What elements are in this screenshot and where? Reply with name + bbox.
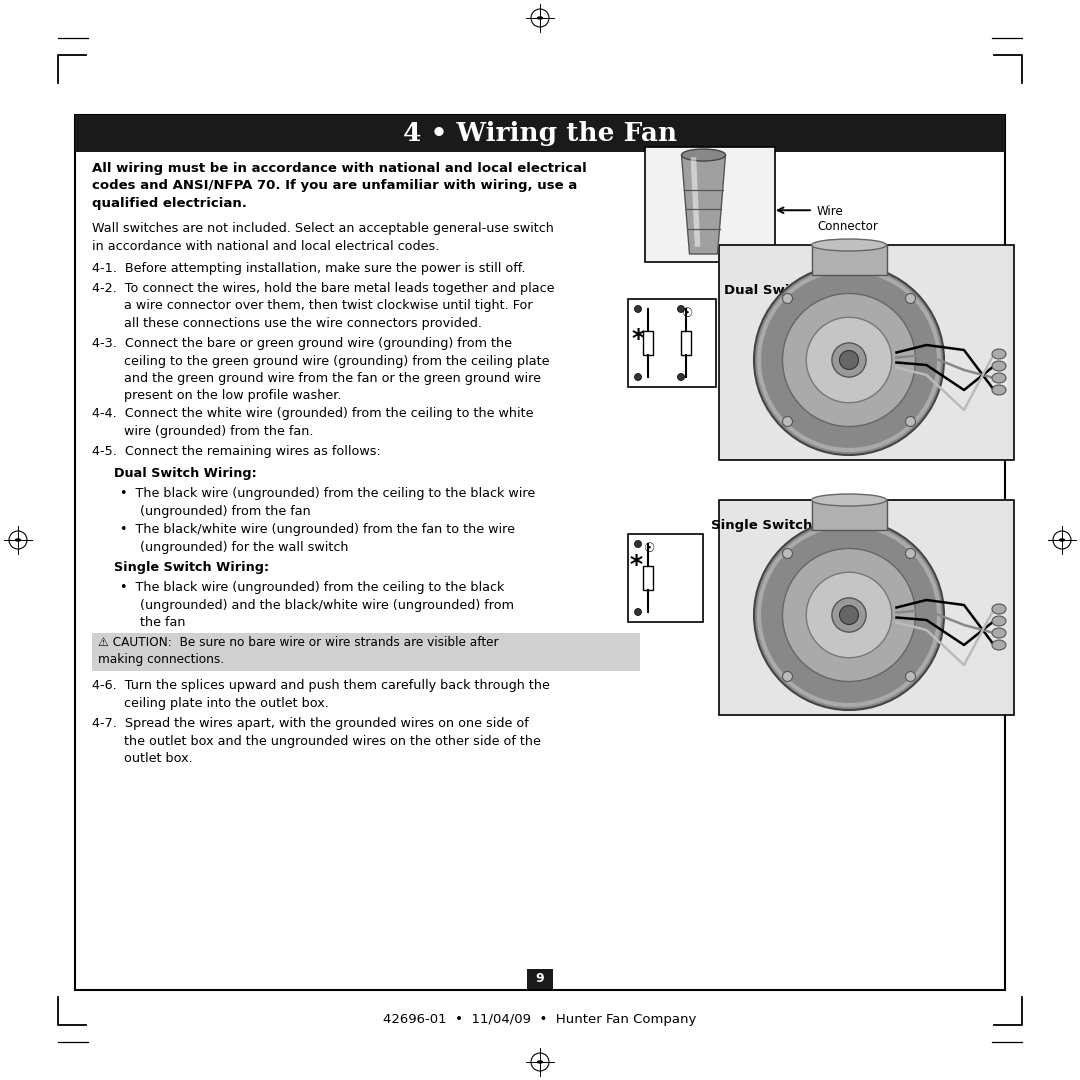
Circle shape [832, 343, 866, 377]
Text: 4-6.  Turn the splices upward and push them carefully back through the
        c: 4-6. Turn the splices upward and push th… [92, 679, 550, 710]
Text: 4 • Wiring the Fan: 4 • Wiring the Fan [403, 121, 677, 147]
Text: 4-4.  Connect the white wire (grounded) from the ceiling to the white
        wi: 4-4. Connect the white wire (grounded) f… [92, 407, 534, 437]
Bar [92, 633, 640, 671]
Bar [812, 245, 887, 275]
Circle shape [839, 351, 859, 369]
Polygon shape [681, 156, 726, 254]
Circle shape [783, 549, 916, 681]
Ellipse shape [538, 17, 542, 19]
Bar [75, 114, 1005, 152]
Text: Dual Switch Wiring: Dual Switch Wiring [724, 284, 867, 297]
Circle shape [783, 417, 793, 427]
Ellipse shape [993, 384, 1005, 395]
Ellipse shape [1059, 539, 1065, 541]
Circle shape [635, 306, 642, 312]
Circle shape [905, 294, 916, 303]
Circle shape [905, 417, 916, 427]
Text: ☉: ☉ [644, 542, 656, 555]
Text: *: * [630, 553, 643, 577]
Text: Dual Switch Wiring:: Dual Switch Wiring: [114, 467, 257, 480]
Circle shape [754, 265, 944, 455]
Circle shape [807, 318, 892, 403]
Ellipse shape [681, 149, 726, 161]
Ellipse shape [538, 1061, 542, 1063]
Bar [645, 147, 775, 262]
Circle shape [905, 549, 916, 558]
Circle shape [905, 672, 916, 681]
Text: 4-3.  Connect the bare or green ground wire (grounding) from the
        ceiling: 4-3. Connect the bare or green ground wi… [92, 337, 550, 403]
Circle shape [754, 519, 944, 710]
Text: Wall switches are not included. Select an acceptable general-use switch
in accor: Wall switches are not included. Select a… [92, 222, 554, 253]
Text: 42696-01  •  11/04/09  •  Hunter Fan Company: 42696-01 • 11/04/09 • Hunter Fan Company [383, 1013, 697, 1026]
Text: All wiring must be in accordance with national and local electrical
codes and AN: All wiring must be in accordance with na… [92, 162, 586, 210]
Bar [643, 330, 653, 355]
Text: •  The black/white wire (ungrounded) from the fan to the wire
     (ungrounded) : • The black/white wire (ungrounded) from… [120, 523, 515, 553]
Text: •  The black wire (ungrounded) from the ceiling to the black
     (ungrounded) a: • The black wire (ungrounded) from the c… [120, 581, 514, 629]
Circle shape [783, 294, 916, 427]
Circle shape [832, 598, 866, 632]
Circle shape [677, 306, 685, 312]
Ellipse shape [993, 604, 1005, 615]
Bar [627, 534, 703, 622]
Text: ☉: ☉ [681, 307, 693, 320]
Text: *: * [631, 326, 644, 351]
Bar [643, 566, 653, 590]
Ellipse shape [811, 239, 887, 251]
Circle shape [635, 540, 642, 548]
Bar [527, 969, 553, 989]
Text: ⚠ CAUTION:  Be sure no bare wire or wire strands are visible after
making connec: ⚠ CAUTION: Be sure no bare wire or wire … [98, 636, 499, 666]
Ellipse shape [993, 616, 1005, 626]
Bar [719, 500, 1014, 715]
Ellipse shape [811, 494, 887, 507]
Ellipse shape [993, 349, 1005, 359]
Circle shape [783, 294, 793, 303]
Bar [75, 114, 1005, 990]
Circle shape [677, 374, 685, 380]
Circle shape [783, 549, 793, 558]
Text: 4-7.  Spread the wires apart, with the grounded wires on one side of
        the: 4-7. Spread the wires apart, with the gr… [92, 717, 541, 765]
Ellipse shape [993, 627, 1005, 638]
Ellipse shape [15, 539, 21, 541]
Text: 9: 9 [536, 972, 544, 985]
Circle shape [839, 606, 859, 624]
Text: Single Switch Wiring:: Single Switch Wiring: [114, 561, 269, 573]
Circle shape [635, 374, 642, 380]
Circle shape [783, 672, 793, 681]
Text: 4-2.  To connect the wires, hold the bare metal leads together and place
       : 4-2. To connect the wires, hold the bare… [92, 282, 554, 330]
Text: •  The black wire (ungrounded) from the ceiling to the black wire
     (unground: • The black wire (ungrounded) from the c… [120, 487, 536, 517]
Circle shape [635, 608, 642, 616]
Ellipse shape [993, 361, 1005, 372]
Text: 4-5.  Connect the remaining wires as follows:: 4-5. Connect the remaining wires as foll… [92, 445, 381, 458]
Text: Single Switch Wiring: Single Switch Wiring [711, 519, 866, 532]
Text: 4-1.  Before attempting installation, make sure the power is still off.: 4-1. Before attempting installation, mak… [92, 262, 526, 275]
Circle shape [807, 572, 892, 658]
Ellipse shape [993, 640, 1005, 650]
Text: Wire
Connector: Wire Connector [816, 205, 878, 233]
Bar [719, 245, 1014, 460]
Bar [681, 330, 691, 355]
Bar [627, 299, 716, 387]
Ellipse shape [993, 373, 1005, 383]
Bar [812, 500, 887, 530]
